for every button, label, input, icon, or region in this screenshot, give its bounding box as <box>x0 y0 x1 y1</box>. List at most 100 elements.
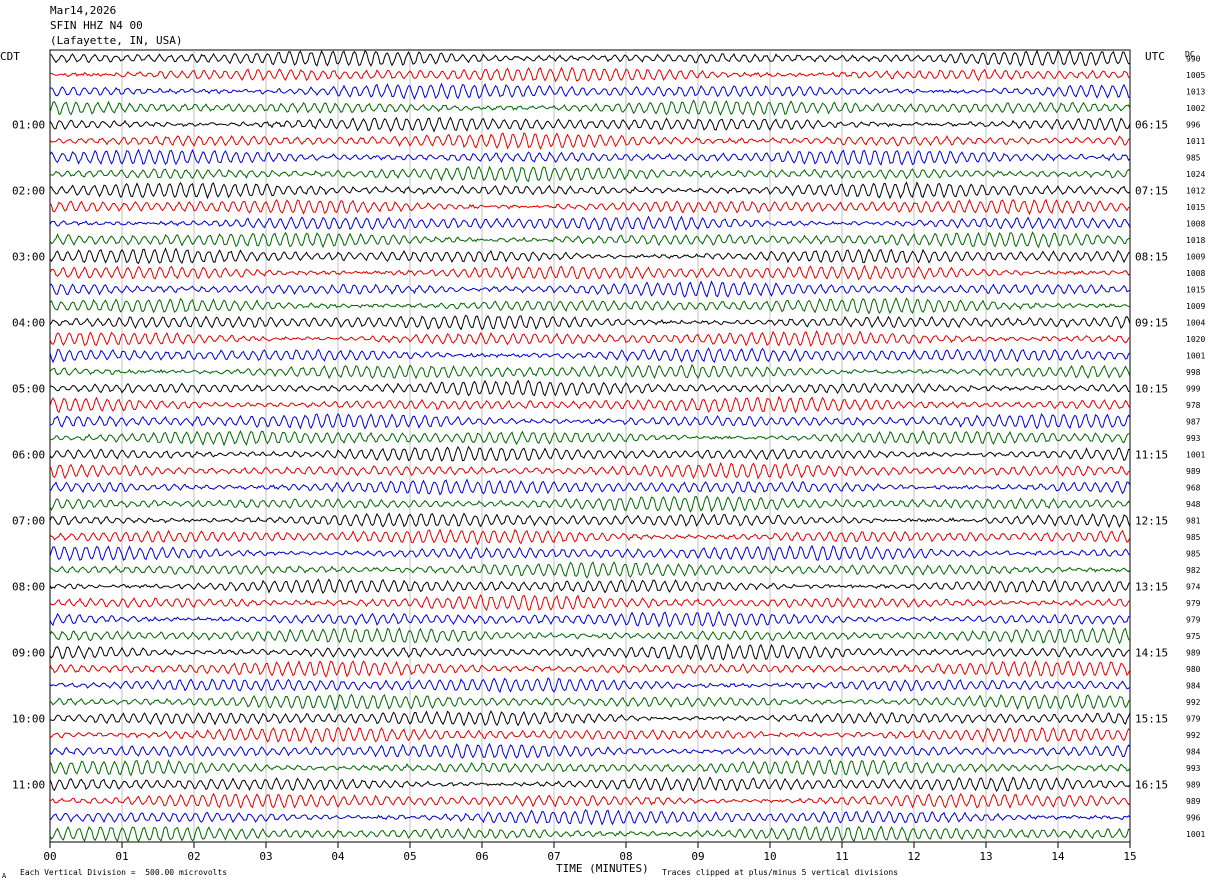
seismic-trace <box>49 578 1131 594</box>
seismic-trace <box>49 165 1131 183</box>
dc-offset-label: 985 <box>1186 153 1201 162</box>
seismic-trace <box>49 66 1131 83</box>
seismic-trace <box>49 710 1131 727</box>
right-hour-label: 09:15 <box>1135 316 1168 329</box>
seismic-trace <box>49 825 1131 843</box>
dc-offset-label: 1001 <box>1186 351 1205 360</box>
dc-offset-label: 1015 <box>1186 285 1205 294</box>
x-tick-label: 10 <box>763 850 776 863</box>
dc-offset-label: 989 <box>1186 467 1201 476</box>
seismic-trace <box>49 148 1131 166</box>
seismic-trace <box>49 726 1131 744</box>
dc-offset-label: 989 <box>1186 648 1201 657</box>
left-hour-label: 11:00 <box>12 778 45 791</box>
seismic-trace <box>49 181 1131 200</box>
seismic-trace <box>49 593 1131 612</box>
left-hour-label: 07:00 <box>12 514 45 527</box>
right-hour-label: 14:15 <box>1135 646 1168 659</box>
clip-note: Traces clipped at plus/minus 5 vertical … <box>662 868 899 877</box>
seismic-trace <box>49 627 1131 645</box>
seismic-trace <box>49 131 1131 150</box>
x-tick-label: 07 <box>547 850 560 863</box>
right-hour-label: 16:15 <box>1135 778 1168 791</box>
x-tick-label: 00 <box>43 850 56 863</box>
right-hour-label: 08:15 <box>1135 250 1168 263</box>
x-tick-label: 05 <box>403 850 416 863</box>
seismic-trace <box>49 528 1131 546</box>
dc-offset-label: 1004 <box>1186 318 1205 327</box>
dc-offset-label: 1001 <box>1186 450 1205 459</box>
dc-offset-label: 982 <box>1186 566 1201 575</box>
header-date: Mar14,2026 <box>50 4 117 17</box>
seismic-trace <box>49 692 1131 711</box>
left-hour-label: 04:00 <box>12 316 45 329</box>
right-hour-label: 06:15 <box>1135 118 1168 131</box>
x-tick-label: 06 <box>475 850 488 863</box>
dc-offset-label: 974 <box>1186 582 1201 591</box>
seismic-trace <box>49 742 1131 760</box>
seismic-trace <box>49 776 1131 793</box>
dc-offset-label: 984 <box>1186 747 1201 756</box>
right-hour-label: 12:15 <box>1135 514 1168 527</box>
dc-offset-label: 1020 <box>1186 335 1205 344</box>
dc-offset-label: 984 <box>1186 681 1201 690</box>
seismic-trace <box>49 659 1131 678</box>
seismic-trace <box>49 231 1131 249</box>
seismic-trace <box>49 412 1131 430</box>
scale-marker: A <box>2 872 7 880</box>
seismic-trace <box>49 808 1131 826</box>
seismic-trace <box>49 478 1131 496</box>
dc-offset-label: 968 <box>1186 483 1201 492</box>
dc-offset-label: 1009 <box>1186 252 1205 261</box>
left-hour-label: 02:00 <box>12 184 45 197</box>
left-hour-label: 06:00 <box>12 448 45 461</box>
dc-offset-label: 1008 <box>1186 269 1205 278</box>
left-timezone-label: CDT <box>0 50 20 63</box>
right-hour-label: 07:15 <box>1135 184 1168 197</box>
dc-offset-label: 1018 <box>1186 236 1205 245</box>
dc-offset-label: 948 <box>1186 500 1201 509</box>
seismic-trace <box>49 49 1131 67</box>
seismic-trace <box>49 677 1131 694</box>
dc-offset-label: 996 <box>1186 120 1201 129</box>
plot-frame <box>49 49 1131 843</box>
seismic-trace <box>49 429 1131 447</box>
right-hour-label: 10:15 <box>1135 382 1168 395</box>
dc-offset-label: 979 <box>1186 714 1201 723</box>
seismic-trace <box>49 512 1131 529</box>
dc-offset-label: 989 <box>1186 797 1201 806</box>
dc-label: DC <box>1185 50 1195 59</box>
left-hour-label: 08:00 <box>12 580 45 593</box>
right-hour-label: 13:15 <box>1135 580 1168 593</box>
seismic-trace <box>49 264 1131 281</box>
left-hour-label: 01:00 <box>12 118 45 131</box>
seismic-trace <box>49 792 1131 809</box>
dc-offset-label: 990 <box>1186 54 1201 63</box>
x-tick-label: 12 <box>907 850 920 863</box>
dc-offset-label: 999 <box>1186 384 1201 393</box>
seismic-trace <box>49 280 1131 298</box>
right-hour-label: 15:15 <box>1135 712 1168 725</box>
seismic-trace <box>49 116 1131 133</box>
right-hour-label: 11:15 <box>1135 448 1168 461</box>
left-hour-label: 09:00 <box>12 646 45 659</box>
seismic-trace <box>49 247 1131 265</box>
header-location: (Lafayette, IN, USA) <box>50 34 183 47</box>
dc-offset-label: 1011 <box>1186 137 1205 146</box>
dc-offset-label: 1012 <box>1186 186 1205 195</box>
seismic-trace <box>49 758 1131 777</box>
dc-offset-label: 985 <box>1186 549 1201 558</box>
x-tick-label: 11 <box>835 850 848 863</box>
dc-offset-label: 1015 <box>1186 203 1205 212</box>
dc-offset-label: 996 <box>1186 813 1201 822</box>
seismic-trace <box>49 544 1131 562</box>
x-tick-label: 04 <box>331 850 345 863</box>
left-hour-label: 03:00 <box>12 250 45 263</box>
seismic-trace <box>49 462 1131 480</box>
dc-offset-label: 980 <box>1186 665 1201 674</box>
seismic-trace <box>49 99 1131 117</box>
dc-offset-label: 993 <box>1186 764 1201 773</box>
left-hour-label: 10:00 <box>12 712 45 725</box>
seismic-trace <box>49 445 1131 462</box>
seismic-trace <box>49 643 1131 662</box>
